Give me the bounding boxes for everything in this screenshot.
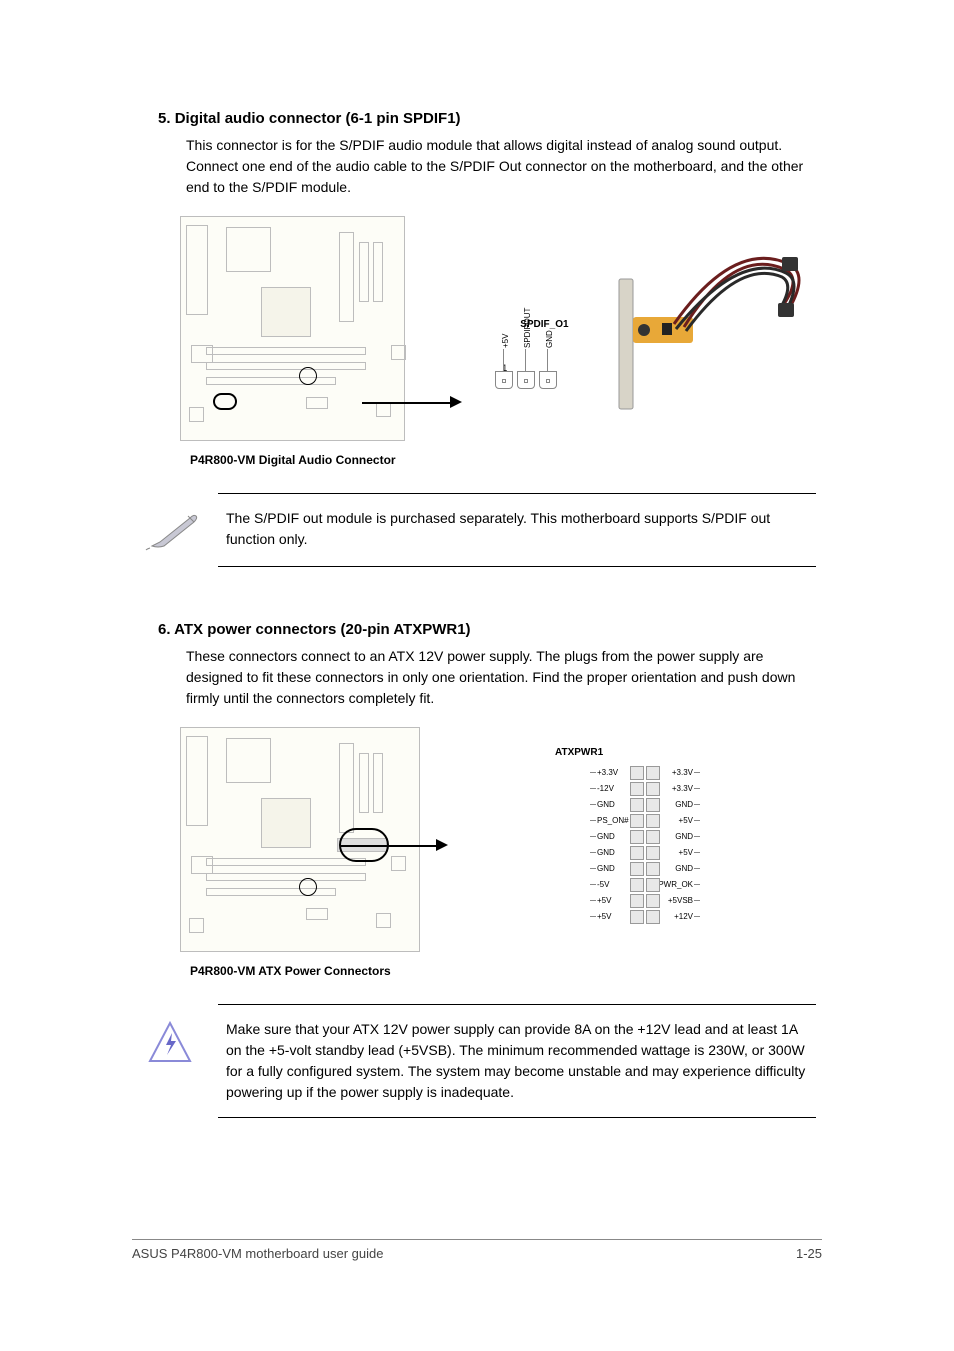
atx-pin-right-label: GND — [597, 845, 615, 861]
atx-pin-right-label: +5V — [597, 909, 611, 925]
footer-page-number: 1-25 — [796, 1246, 822, 1261]
atx-pin-left-label: +12V — [674, 909, 693, 925]
atx-pin-right-label: -12V — [597, 781, 614, 797]
spdif-module-photo — [614, 229, 824, 429]
lightning-caution-icon — [144, 1019, 204, 1063]
section-5-title: Digital audio connector (6-1 pin SPDIF1) — [175, 110, 461, 127]
spdif-pin-1-label: +5V — [501, 333, 510, 347]
atx-pin-right-label: PS_ON# — [597, 813, 629, 829]
atx-pin-right-label: +3.3V — [597, 765, 618, 781]
note-2-text: Make sure that your ATX 12V power supply… — [226, 1019, 816, 1103]
note-block-2: Make sure that your ATX 12V power supply… — [218, 1004, 816, 1118]
spdif-pin-2-label: SPDIFOUT — [523, 307, 532, 347]
spdif-connector-detail: SPDIF_O1 1 +5V SPDIFOUT GND — [500, 349, 594, 429]
atx-pin-left-label: +5V — [679, 845, 693, 861]
arrow-head-2 — [436, 839, 448, 851]
atx-connector-label: ATXPWR1 — [555, 747, 603, 758]
page-footer: ASUS P4R800-VM motherboard user guide 1-… — [0, 1239, 954, 1261]
atx-pin-right-label: GND — [597, 861, 615, 877]
note-1-text: The S/PDIF out module is purchased separ… — [226, 508, 816, 550]
figure-5-row: SPDIF_O1 1 +5V SPDIFOUT GND — [130, 216, 824, 441]
atx-pin-left-label: GND — [675, 797, 693, 813]
figure-6-caption: P4R800-VM ATX Power Connectors — [130, 964, 824, 978]
figure-6-row: ATXPWR1 +3.3V+3.3V+3.3V-12VGNDGND+5VPS_O… — [130, 727, 824, 952]
section-6-title: ATX power connectors (20-pin ATXPWR1) — [174, 621, 470, 638]
spdif-pin-3-label: GND — [545, 330, 554, 348]
footer-left-text: ASUS P4R800-VM motherboard user guide — [132, 1246, 383, 1261]
atx-pin-left-label: GND — [675, 829, 693, 845]
atx-pin-right-label: GND — [597, 829, 615, 845]
section-5-body: This connector is for the S/PDIF audio m… — [130, 135, 824, 198]
atx-pin-left-label: +5VSB — [668, 893, 693, 909]
atx-pin-left-label: +3.3V — [672, 765, 693, 781]
section-6-header: 6. ATX power connectors (20-pin ATXPWR1) — [130, 621, 824, 638]
section-5-header: 5. Digital audio connector (6-1 pin SPDI… — [130, 110, 824, 127]
atx-pin-right-label: -5V — [597, 877, 609, 893]
motherboard-diagram-2 — [180, 727, 420, 952]
atx-connector-detail: ATXPWR1 +3.3V+3.3V+3.3V-12VGNDGND+5VPS_O… — [555, 765, 735, 945]
section-5-number: 5. — [158, 110, 171, 127]
section-6-number: 6. — [158, 621, 171, 638]
atx-pin-left-label: GND — [675, 861, 693, 877]
figure-5-caption: P4R800-VM Digital Audio Connector — [130, 453, 824, 467]
arrow-line-1 — [362, 402, 452, 404]
atx-pin-right-label: +5V — [597, 893, 611, 909]
page-content: 5. Digital audio connector (6-1 pin SPDI… — [0, 0, 954, 1118]
motherboard-diagram-1 — [180, 216, 405, 441]
atx-pin-left-label: PWR_OK — [658, 877, 693, 893]
atx-pin-right-label: GND — [597, 797, 615, 813]
note-block-1: The S/PDIF out module is purchased separ… — [218, 493, 816, 567]
atx-pin-left-label: +3.3V — [672, 781, 693, 797]
pencil-note-icon — [144, 508, 204, 552]
arrow-head-1 — [450, 396, 462, 408]
atx-pin-left-label: +5V — [679, 813, 693, 829]
arrow-line-2 — [340, 845, 438, 847]
section-6-body: These connectors connect to an ATX 12V p… — [130, 646, 824, 709]
